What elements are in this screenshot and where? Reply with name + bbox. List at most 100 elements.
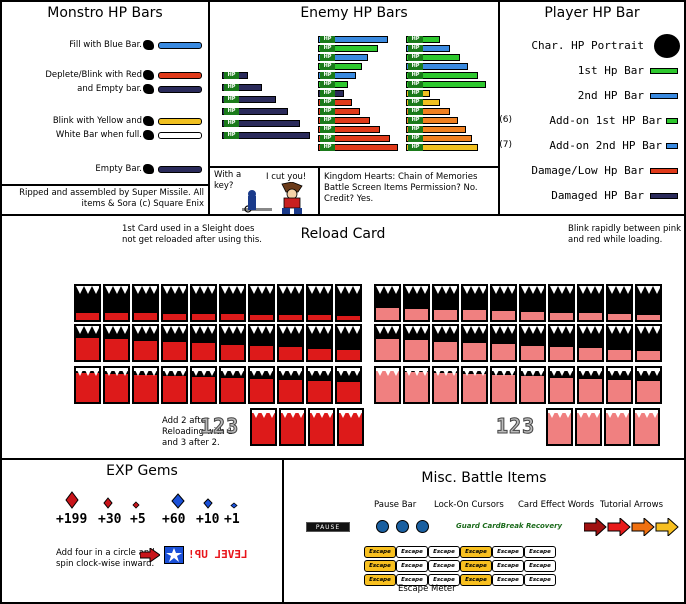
- reload-number-left: 123: [199, 414, 240, 439]
- reload-card: [432, 324, 459, 362]
- header-tutorial-arrows: Tutorial Arrows: [600, 500, 663, 510]
- player-legend-label: Char. HP Portrait: [531, 39, 644, 52]
- blue-gem-medium-icon: [203, 498, 213, 509]
- enemy-hp-bar: HP: [318, 63, 362, 70]
- player-legend-row: Damage/Low Hp Bar: [500, 161, 684, 181]
- enemy-hp-bar: HP: [406, 81, 486, 88]
- escape-meter-segment: Escape: [396, 574, 428, 586]
- enemy-hp-bar: HP: [406, 72, 478, 79]
- enemy-hp-bar: HP: [406, 126, 466, 133]
- hp-tag: HP: [224, 84, 239, 91]
- reload-card: [132, 284, 159, 322]
- reload-card: [74, 366, 101, 404]
- arrow-right-icon: [140, 548, 160, 562]
- player-title: Player HP Bar: [544, 5, 640, 21]
- hp-bar-swatch: [650, 168, 678, 174]
- escape-meter-segment: Escape: [492, 574, 524, 586]
- player-legend-label: 2nd HP Bar: [577, 89, 644, 102]
- red-gem-large-icon: [65, 491, 79, 509]
- reload-card: [306, 366, 333, 404]
- reload-card: [277, 366, 304, 404]
- reload-card: [103, 284, 130, 322]
- reload-card: [277, 284, 304, 322]
- enemy-hp-bar: HP: [318, 117, 370, 124]
- enemy-hp-bar: HP: [406, 45, 450, 52]
- header-pause-bar: Pause Bar: [374, 500, 417, 510]
- hp-tag: HP: [408, 144, 423, 151]
- escape-meter-segment: Escape: [428, 560, 460, 572]
- hp-tag: HP: [320, 99, 335, 106]
- reload-title: Reload Card: [300, 226, 386, 242]
- player-legend-label: 1st Hp Bar: [577, 64, 644, 77]
- sora-panel: With a key? I cut you!: [208, 166, 320, 216]
- hp-tag: HP: [408, 36, 423, 43]
- reload-card: [248, 324, 275, 362]
- reload-card: [548, 366, 575, 404]
- reload-card: [606, 366, 633, 404]
- hp-tag: HP: [320, 72, 335, 79]
- enemy-hp-bar: HP: [318, 144, 398, 151]
- reload-card: [606, 284, 633, 322]
- reload-card: [219, 324, 246, 362]
- reload-card: [74, 324, 101, 362]
- reload-card: [308, 408, 335, 446]
- monstro-hp-bar: [158, 72, 202, 79]
- hp-bar-swatch: [666, 118, 678, 124]
- reload-card: [461, 324, 488, 362]
- lock-on-cursor-icon: [396, 520, 409, 533]
- hp-tag: HP: [320, 126, 335, 133]
- hp-bar-swatch: [650, 193, 678, 199]
- escape-meter-segment: Escape: [364, 574, 396, 586]
- monstro-panel: Monstro HP Bars Fill with Blue Bar. Deple…: [0, 0, 210, 186]
- hp-tag: HP: [408, 99, 423, 106]
- escape-meter-segment: Escape: [460, 546, 492, 558]
- reload-card: [277, 324, 304, 362]
- enemy-hp-bar-navy: HP: [222, 72, 248, 79]
- reload-card: [161, 366, 188, 404]
- player-legend-label: Damaged HP Bar: [551, 189, 644, 202]
- player-legend-row: Damaged HP Bar: [500, 186, 684, 206]
- escape-meter-label: Escape Meter: [398, 584, 456, 594]
- player-legend-row: Char. HP Portrait: [500, 34, 684, 58]
- enemy-hp-bar: HP: [406, 108, 450, 115]
- monstro-row-text: Blink with Yellow and: [52, 116, 142, 126]
- reload-card: [219, 366, 246, 404]
- monstro-row-text: Fill with Blue Bar.: [69, 40, 142, 50]
- reload-card: [604, 408, 631, 446]
- escape-meter-segment: Escape: [396, 546, 428, 558]
- player-legend-row: 2nd HP Bar: [500, 86, 684, 106]
- level-up-star-icon: [164, 546, 184, 564]
- reload-card: [432, 366, 459, 404]
- sora-sprite-icon: [242, 182, 303, 214]
- reload-card: [403, 366, 430, 404]
- monstro-icon: [143, 84, 154, 94]
- reload-card: [461, 284, 488, 322]
- enemy-hp-bar: HP: [406, 144, 478, 151]
- exp-value-30: +30: [98, 512, 122, 527]
- enemy-hp-bar: HP: [406, 117, 458, 124]
- monstro-icon: [143, 70, 154, 80]
- reload-card: [161, 284, 188, 322]
- rip-credit-panel: Ripped and assembled by Super Missile. A…: [0, 184, 210, 216]
- hp-tag: HP: [408, 45, 423, 52]
- gem-icons: [65, 491, 238, 509]
- player-legend-label: Add-on 2nd HP Bar: [549, 139, 662, 152]
- enemy-hp-bar: HP: [318, 99, 352, 106]
- reload-note-right: 1st Card used in a Sleight does not get …: [122, 224, 262, 245]
- misc-title: Misc. Battle Items: [421, 470, 547, 486]
- hp-tag: HP: [408, 135, 423, 142]
- reload-card: [461, 366, 488, 404]
- escape-meter-segment: Escape: [524, 546, 556, 558]
- reload-note-bottom: Add 2 after Reloading with 1 and 3 after…: [162, 416, 233, 448]
- exp-value-199: +199: [56, 512, 88, 527]
- credit-panel: Kingdom Hearts: Chain of Memories Battle…: [318, 166, 500, 216]
- enemy-panel: Enemy HP Bars HP HP HP HP HP HP HP HP HP HP HP HP HP…: [208, 0, 500, 168]
- reload-card: [219, 284, 246, 322]
- escape-meter-segment: Escape: [460, 560, 492, 572]
- reload-card: [519, 284, 546, 322]
- hp-tag: HP: [408, 126, 423, 133]
- reload-card: [548, 284, 575, 322]
- reload-card: [374, 284, 401, 322]
- enemy-hp-bar: HP: [318, 54, 368, 61]
- escape-meter-segment: Escape: [396, 560, 428, 572]
